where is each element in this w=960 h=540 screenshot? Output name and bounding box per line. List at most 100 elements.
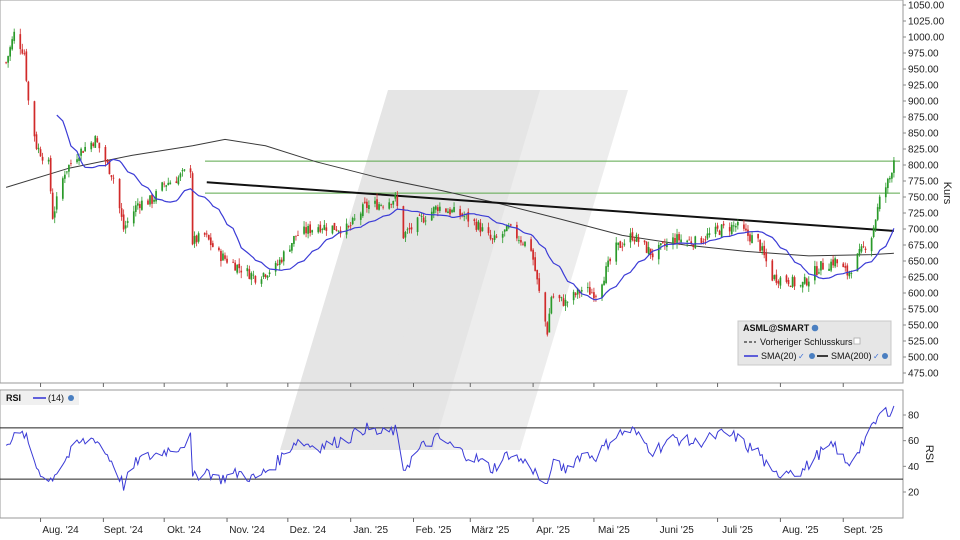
candle-body — [501, 233, 504, 238]
candle-body — [382, 206, 384, 208]
candle-body — [509, 224, 512, 226]
candle-body — [850, 272, 853, 274]
price-tick-label: 1000.00 — [908, 33, 945, 44]
candle-body — [110, 175, 113, 178]
candle-body — [534, 257, 536, 271]
candle-body — [21, 49, 24, 54]
candle-body — [495, 236, 498, 238]
x-tick-label: Sept. '25 — [844, 525, 884, 536]
legend-sma20-label: SMA(20) — [761, 351, 797, 361]
candle-body — [619, 241, 622, 248]
price-tick-label: 500.00 — [908, 353, 939, 364]
price-tick-label: 650.00 — [908, 257, 939, 268]
price-tick-label: 525.00 — [908, 337, 939, 348]
candle-body — [55, 196, 58, 210]
candle-body — [118, 178, 121, 209]
candle-body — [672, 237, 674, 245]
candle-body — [266, 275, 269, 278]
candle-body — [830, 261, 832, 271]
candle-body — [323, 224, 326, 230]
price-tick-label: 775.00 — [908, 177, 939, 188]
legend-prev-close-checkbox[interactable] — [853, 337, 861, 345]
rsi-tick-label: 60 — [908, 436, 920, 447]
rsi-legend-period: (14) — [48, 393, 64, 403]
candle-body — [211, 243, 214, 247]
candle-body — [248, 269, 251, 279]
candle-body — [891, 172, 893, 179]
candle-body — [295, 235, 297, 237]
candle-body — [78, 157, 80, 162]
rsi-line — [5, 405, 895, 491]
horizontal-levels — [205, 160, 900, 194]
candle-body — [560, 296, 563, 298]
candle-body — [732, 225, 735, 227]
price-tick-label: 800.00 — [908, 161, 939, 172]
candle-body — [366, 201, 368, 208]
candle-body — [106, 160, 109, 163]
legend-settings-icon[interactable] — [811, 324, 819, 332]
candle-body — [475, 221, 478, 230]
candle-body — [536, 269, 539, 280]
legend-sma200-settings-icon[interactable] — [882, 353, 888, 359]
candle-body — [134, 205, 137, 212]
candle-body — [153, 199, 155, 202]
legend-sma20-check-icon[interactable]: ✓ — [798, 352, 805, 361]
x-tick-label: März '25 — [471, 525, 509, 536]
candle-body — [834, 258, 836, 267]
candle-body — [860, 246, 863, 252]
candle-body — [376, 199, 378, 210]
price-tick-label: 1025.00 — [908, 17, 945, 28]
candle-body — [224, 255, 226, 259]
candle-body — [544, 292, 547, 322]
x-tick-label: Jan. '25 — [353, 525, 388, 536]
candle-body — [35, 134, 38, 149]
candle-body — [593, 292, 595, 299]
candle-body — [688, 239, 691, 241]
candle-body — [179, 173, 182, 178]
candle-body — [749, 234, 751, 242]
rsi-settings-icon[interactable] — [68, 395, 74, 401]
legend-sma20-settings-icon[interactable] — [809, 353, 815, 359]
candle-body — [364, 201, 366, 203]
candle-body — [676, 234, 678, 245]
rsi-panel-frame — [0, 389, 904, 519]
candle-body — [820, 261, 822, 271]
legend-sma200-check-icon[interactable]: ✓ — [873, 352, 880, 361]
x-tick-label: Sept. '24 — [104, 525, 144, 536]
legend-box[interactable]: ASML@SMART Vorheriger Schlusskurs SMA(20… — [737, 320, 892, 366]
candle-body — [359, 213, 362, 220]
candle-body — [189, 168, 192, 173]
candle-body — [282, 251, 285, 262]
candle-body — [591, 292, 593, 294]
candle-body — [291, 242, 293, 251]
candle-body — [674, 237, 676, 243]
candle-body — [680, 239, 682, 243]
candles — [5, 28, 895, 337]
candle-body — [524, 241, 526, 247]
candle-body — [487, 227, 490, 234]
candle-body — [278, 259, 281, 265]
candle-body — [493, 235, 496, 240]
price-tick-label: 600.00 — [908, 289, 939, 300]
rsi-tick-label: 80 — [908, 411, 920, 422]
candle-body — [408, 228, 411, 230]
candle-body — [828, 268, 830, 271]
rsi-legend[interactable]: RSI (14) — [1, 391, 79, 405]
candle-body — [704, 239, 707, 241]
candle-body — [842, 263, 845, 268]
candle-body — [165, 185, 168, 187]
x-tick-label: Okt. '24 — [167, 525, 202, 536]
candle-body — [822, 262, 824, 270]
candle-body — [94, 136, 97, 148]
candle-body — [763, 245, 766, 256]
candle-body — [836, 259, 839, 264]
candle-body — [297, 235, 299, 236]
candle-body — [390, 204, 393, 205]
candle-body — [647, 247, 650, 255]
candle-body — [39, 149, 42, 157]
trendline-group — [206, 181, 894, 232]
candle-body — [80, 148, 82, 156]
candle-body — [503, 229, 506, 232]
candle-body — [280, 259, 283, 263]
candle-body — [226, 258, 228, 263]
